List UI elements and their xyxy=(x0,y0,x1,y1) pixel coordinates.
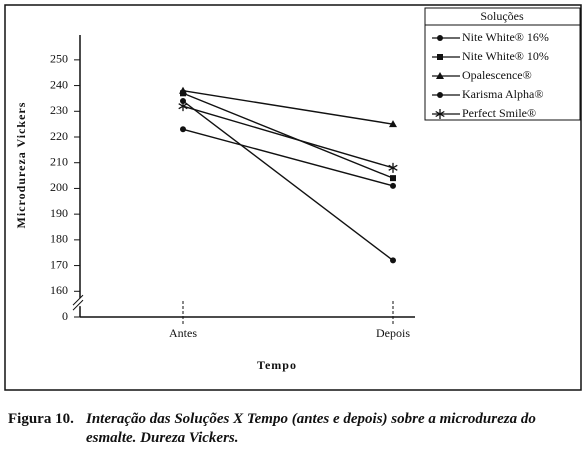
marker xyxy=(435,109,445,119)
x-tick-label: Antes xyxy=(169,326,197,340)
marker-shape xyxy=(180,98,186,104)
marker-shape xyxy=(436,72,444,79)
legend-label: Nite White® 16% xyxy=(462,30,549,44)
marker xyxy=(179,86,187,94)
x-tick-label: Depois xyxy=(376,326,410,340)
y-tick-label: 180 xyxy=(50,232,68,246)
caption-label: Figura 10. xyxy=(8,411,74,427)
marker-shape xyxy=(180,126,186,133)
marker xyxy=(180,126,186,133)
series-line xyxy=(182,100,394,261)
axis-break-gap xyxy=(75,298,85,307)
y-tick-label: 0 xyxy=(62,309,68,323)
marker-shape xyxy=(179,86,187,94)
marker xyxy=(436,72,444,79)
frame xyxy=(4,4,582,391)
marker xyxy=(390,182,396,189)
y-axis-label: Microdureza Vickers xyxy=(14,102,28,229)
y-tick-label: 250 xyxy=(50,52,68,66)
caption: Figura 10. Interação das Soluções X Tempo… xyxy=(8,410,583,448)
y-tick-label: 230 xyxy=(50,103,68,117)
marker-shape xyxy=(388,164,398,171)
legend-label: Opalescence® xyxy=(462,68,532,82)
y-tick-label: 170 xyxy=(50,257,68,271)
marker-shape xyxy=(437,35,443,41)
axis-break xyxy=(72,294,84,306)
y-tick-label: 240 xyxy=(50,77,68,91)
series-line xyxy=(182,90,394,125)
marker xyxy=(389,120,397,128)
y-tick-label: 200 xyxy=(50,180,68,194)
legend-box xyxy=(424,7,581,121)
marker xyxy=(437,54,443,60)
marker-shape xyxy=(390,175,396,182)
caption-text: Interação das Soluções X Tempo (antes e … xyxy=(86,411,536,446)
marker xyxy=(180,98,186,104)
marker xyxy=(437,92,443,98)
x-axis-label: Tempo xyxy=(257,358,297,372)
marker xyxy=(390,175,396,182)
axis-break xyxy=(72,299,84,311)
series-line xyxy=(182,105,394,169)
marker-shape xyxy=(437,54,443,60)
marker-shape xyxy=(389,120,397,128)
y-tick-label: 190 xyxy=(50,206,68,220)
legend-label: Karisma Alpha® xyxy=(462,87,543,101)
marker-shape xyxy=(390,257,396,264)
marker-shape xyxy=(178,103,188,110)
series-line xyxy=(182,92,394,179)
marker-shape xyxy=(437,92,443,98)
marker xyxy=(178,101,188,112)
marker-shape xyxy=(390,182,396,189)
legend-title: Soluções xyxy=(480,9,524,23)
marker xyxy=(388,162,398,173)
chart: Microdureza Vickers Tempo Soluções 0 160 1… xyxy=(4,4,582,391)
y-tick-label: 210 xyxy=(50,154,68,168)
legend-label: Nite White® 10% xyxy=(462,49,549,63)
series-line xyxy=(182,128,394,187)
marker xyxy=(437,35,443,41)
legend-label: Perfect Smile® xyxy=(462,106,536,120)
marker xyxy=(390,257,396,264)
y-tick-label: 160 xyxy=(50,283,68,297)
marker-shape xyxy=(435,110,445,118)
y-tick-label: 220 xyxy=(50,129,68,143)
